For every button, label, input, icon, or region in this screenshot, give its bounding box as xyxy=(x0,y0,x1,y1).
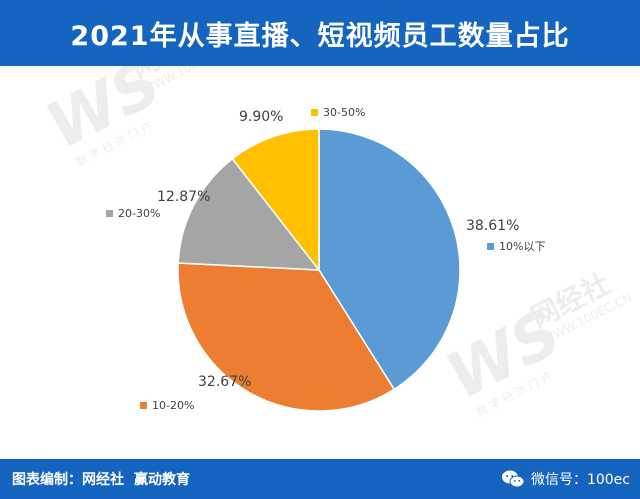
credit-label: 图表编制： xyxy=(12,472,82,488)
legend-swatch xyxy=(311,109,318,116)
wechat-icon xyxy=(501,470,525,488)
legend-swatch xyxy=(487,243,494,250)
slice-value-label: 32.67% xyxy=(198,374,251,390)
chart-title: 2021年从事直播、短视频员工数量占比 xyxy=(70,20,570,52)
footer-wechat: 微信号：100ec xyxy=(501,469,630,489)
credit-org-1: 网经社 xyxy=(82,472,124,488)
slice-category-label: 20-30% xyxy=(118,207,160,220)
legend-swatch xyxy=(106,210,113,217)
footer-credit: 图表编制：网经社 赢动教育 xyxy=(12,469,190,489)
slice-value-label: 9.90% xyxy=(239,109,283,125)
legend-swatch xyxy=(140,402,147,409)
footer-bar: 图表编制：网经社 赢动教育 微信号：100ec xyxy=(0,459,640,499)
slice-value-label: 38.61% xyxy=(466,218,519,234)
pie-slice-10-20 xyxy=(177,262,396,412)
pie-slice-10 xyxy=(318,128,461,391)
pie-labels: 38.61% 10%以下 32.67% 10-20% 12.87% 20-30% 9.90%… xyxy=(106,106,545,412)
slice-category-label: 10%以下 xyxy=(499,240,545,253)
pie-slices xyxy=(177,128,461,412)
header-bar: 2021年从事直播、短视频员工数量占比 xyxy=(0,0,640,66)
slice-category-label: 10-20% xyxy=(152,399,194,412)
pie-slice-20-30 xyxy=(177,157,321,271)
watermark-top: WS 网经社 WWW.100EC.CN 数 字 经 济 门 户 xyxy=(35,66,234,169)
slice-category-label: 30-50% xyxy=(323,106,365,119)
chart-area: WS 网经社 WWW.100EC.CN 数 字 经 济 门 户 WS 网经社 W… xyxy=(35,66,634,419)
watermark-bottom: WS 网经社 WWW.100EC.CN 数 字 经 济 门 户 xyxy=(435,267,634,419)
wechat-id: 微信号：100ec xyxy=(530,472,630,488)
pie-slice-30-50 xyxy=(231,128,320,273)
credit-org-2: 赢动教育 xyxy=(134,472,190,488)
slice-value-label: 12.87% xyxy=(157,189,210,205)
